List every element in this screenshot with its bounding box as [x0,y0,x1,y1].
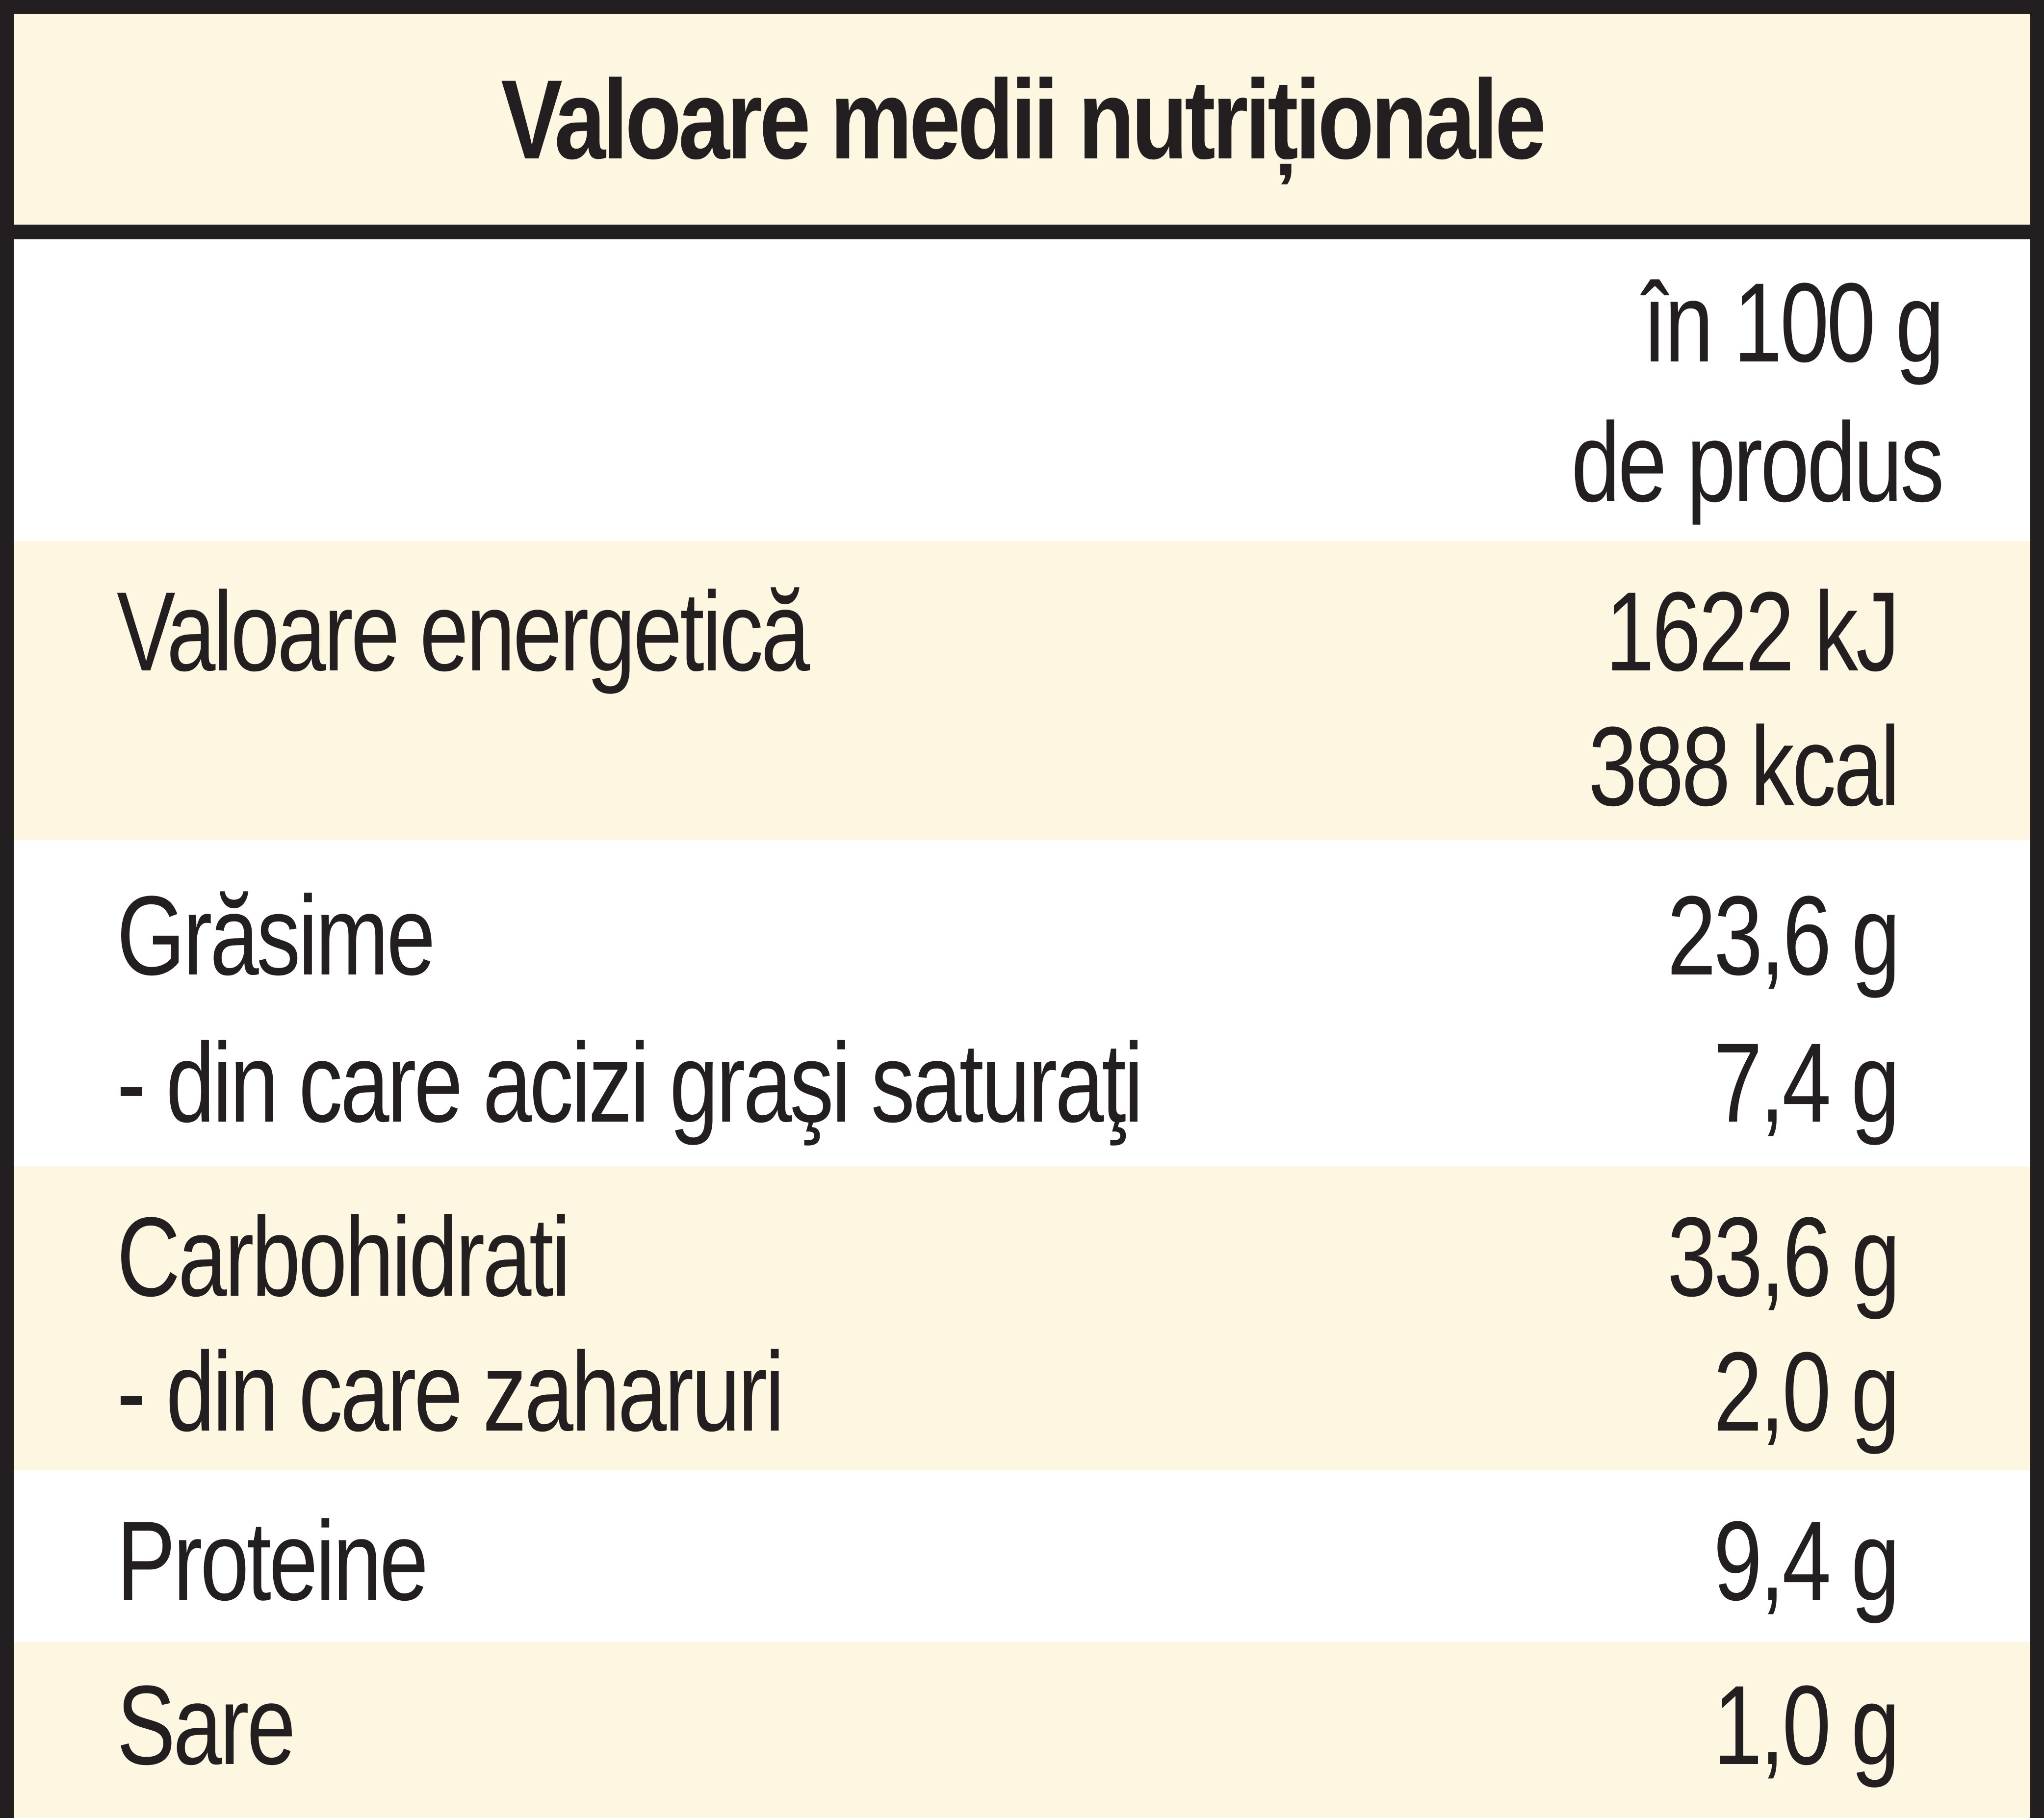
row-label: Valoare energetică [117,568,810,694]
row-label: Proteine [117,1498,428,1624]
row-label: Grăsime [117,872,436,999]
table-title: Valoare medii nutriționale [501,56,1546,182]
row-sublabel: - din care acizi graşi saturaţi [117,1020,1143,1146]
row-value-secondary: 388 kcal [1588,703,1900,829]
row-value: 9,4 g [1713,1498,1900,1624]
row-value: 33,6 g [1667,1194,1900,1320]
row-sublabel: - din care zaharuri [117,1329,785,1455]
row-value: 23,6 g [1667,872,1900,999]
row-subvalue: 7,4 g [1713,1020,1900,1146]
row-value: 1622 kJ [1605,568,1900,694]
row-carbohydrates: Carbohidrati 33,6 g - din care zaharuri … [14,1166,2030,1470]
row-value: 1,0 g [1713,1662,1900,1788]
per-product-label: de produs [1571,399,1944,525]
row-protein: Proteine 9,4 g [14,1470,2030,1642]
header-row: în 100 g de produs [14,239,2030,541]
row-label: Sare [117,1662,296,1788]
row-salt: Sare 1,0 g [14,1642,2030,1818]
row-fat: Grăsime 23,6 g - din care acizi graşi sa… [14,840,2030,1166]
row-subvalue: 2,0 g [1713,1329,1900,1455]
row-label: Carbohidrati [117,1194,571,1320]
per-100g-label: în 100 g [1642,259,1944,385]
title-bar: Valoare medii nutriționale [14,14,2030,225]
row-energy: Valoare energetică 1622 kJ 388 kcal [14,541,2030,840]
title-divider [14,225,2030,239]
